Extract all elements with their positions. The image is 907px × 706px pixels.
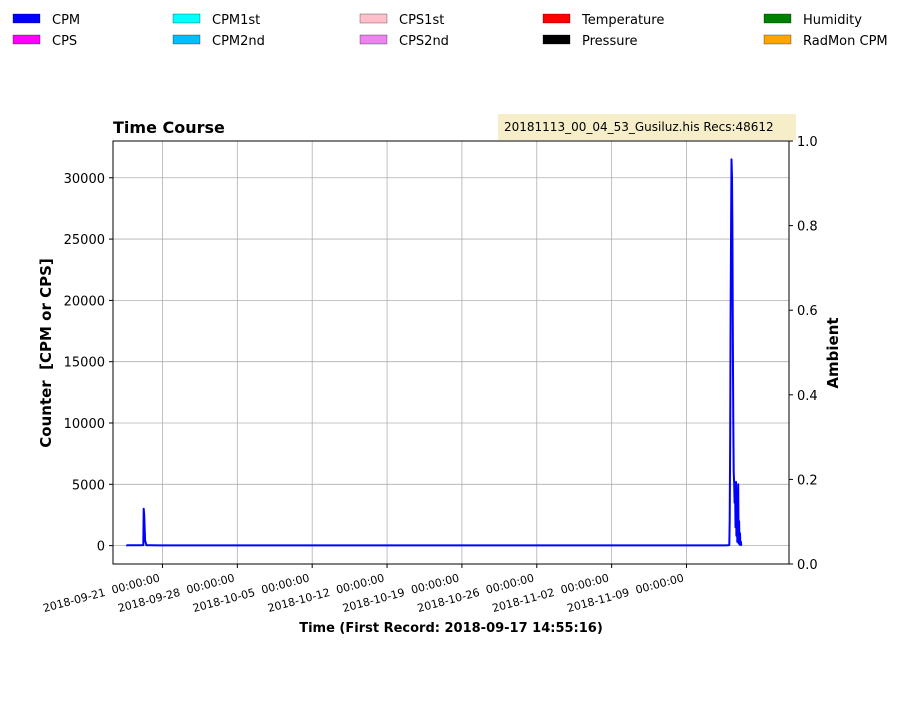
- legend-item: Humidity: [763, 13, 862, 28]
- y2-tick-label: 1.0: [797, 135, 818, 150]
- y-tick-label: 20000: [64, 294, 105, 309]
- y-tick-label: 30000: [64, 172, 105, 187]
- legend-item: Temperature: [542, 13, 664, 28]
- legend-item: CPM2nd: [172, 34, 265, 49]
- y-tick-label: 5000: [72, 478, 105, 493]
- y2-tick-label: 0.6: [797, 304, 818, 319]
- chart-title: Time Course: [113, 118, 225, 137]
- y-axis-label: Counter [CPM or CPS]: [37, 258, 55, 447]
- y-tick-label: 25000: [64, 233, 105, 248]
- legend-swatch: [12, 13, 41, 24]
- legend-label: CPM: [52, 13, 80, 28]
- legend-item: CPM: [12, 13, 80, 28]
- file-label-box: [498, 114, 796, 140]
- legend-label: Temperature: [581, 13, 664, 28]
- file-label: 20181113_00_04_53_Gusiluz.his Recs:48612: [504, 120, 774, 134]
- series-line-cpm: [125, 158, 743, 547]
- y2-tick-label: 0.0: [797, 558, 818, 573]
- legend-swatch: [542, 34, 571, 45]
- legend-item: RadMon CPM: [763, 34, 888, 49]
- y2-axis: 0.0 0.2 0.4 0.6 0.8 1.0: [789, 135, 818, 573]
- legend-item: Pressure: [542, 34, 638, 49]
- legend-swatch: [763, 34, 792, 45]
- y-tick-label: 0: [97, 540, 105, 555]
- x-axis-label: Time (First Record: 2018-09-17 14:55:16): [299, 621, 603, 636]
- legend-label: CPS1st: [399, 13, 444, 28]
- y-tick-label: 15000: [64, 356, 105, 371]
- legend-label: CPM2nd: [212, 34, 265, 49]
- legend-item: CPM1st: [172, 13, 260, 28]
- legend-swatch: [172, 13, 201, 24]
- legend-swatch: [763, 13, 792, 24]
- legend-item: CPS2nd: [359, 34, 449, 49]
- legend: CPM CPS CPM1st CPM2nd CPS1st CPS2nd Temperatur…: [12, 13, 888, 49]
- legend-item: CPS: [12, 34, 77, 49]
- legend-item: CPS1st: [359, 13, 444, 28]
- y2-tick-label: 0.8: [797, 220, 818, 235]
- y2-axis-label: Ambient: [824, 317, 842, 388]
- legend-label: RadMon CPM: [803, 34, 888, 49]
- legend-swatch: [12, 34, 41, 45]
- legend-swatch: [542, 13, 571, 24]
- plot-frame: [112, 140, 790, 565]
- y-axis: 0 5000 10000 15000 20000 25000 30000: [64, 172, 113, 555]
- legend-label: CPS: [52, 34, 77, 49]
- legend-label: CPM1st: [212, 13, 260, 28]
- y2-tick-label: 0.4: [797, 389, 818, 404]
- legend-label: CPS2nd: [399, 34, 449, 49]
- legend-swatch: [359, 13, 388, 24]
- legend-swatch: [359, 34, 388, 45]
- series-layer: [125, 158, 743, 547]
- legend-swatch: [172, 34, 201, 45]
- y-tick-label: 10000: [64, 417, 105, 432]
- legend-label: Pressure: [582, 34, 638, 49]
- legend-label: Humidity: [803, 13, 862, 28]
- y2-tick-label: 0.2: [797, 473, 818, 488]
